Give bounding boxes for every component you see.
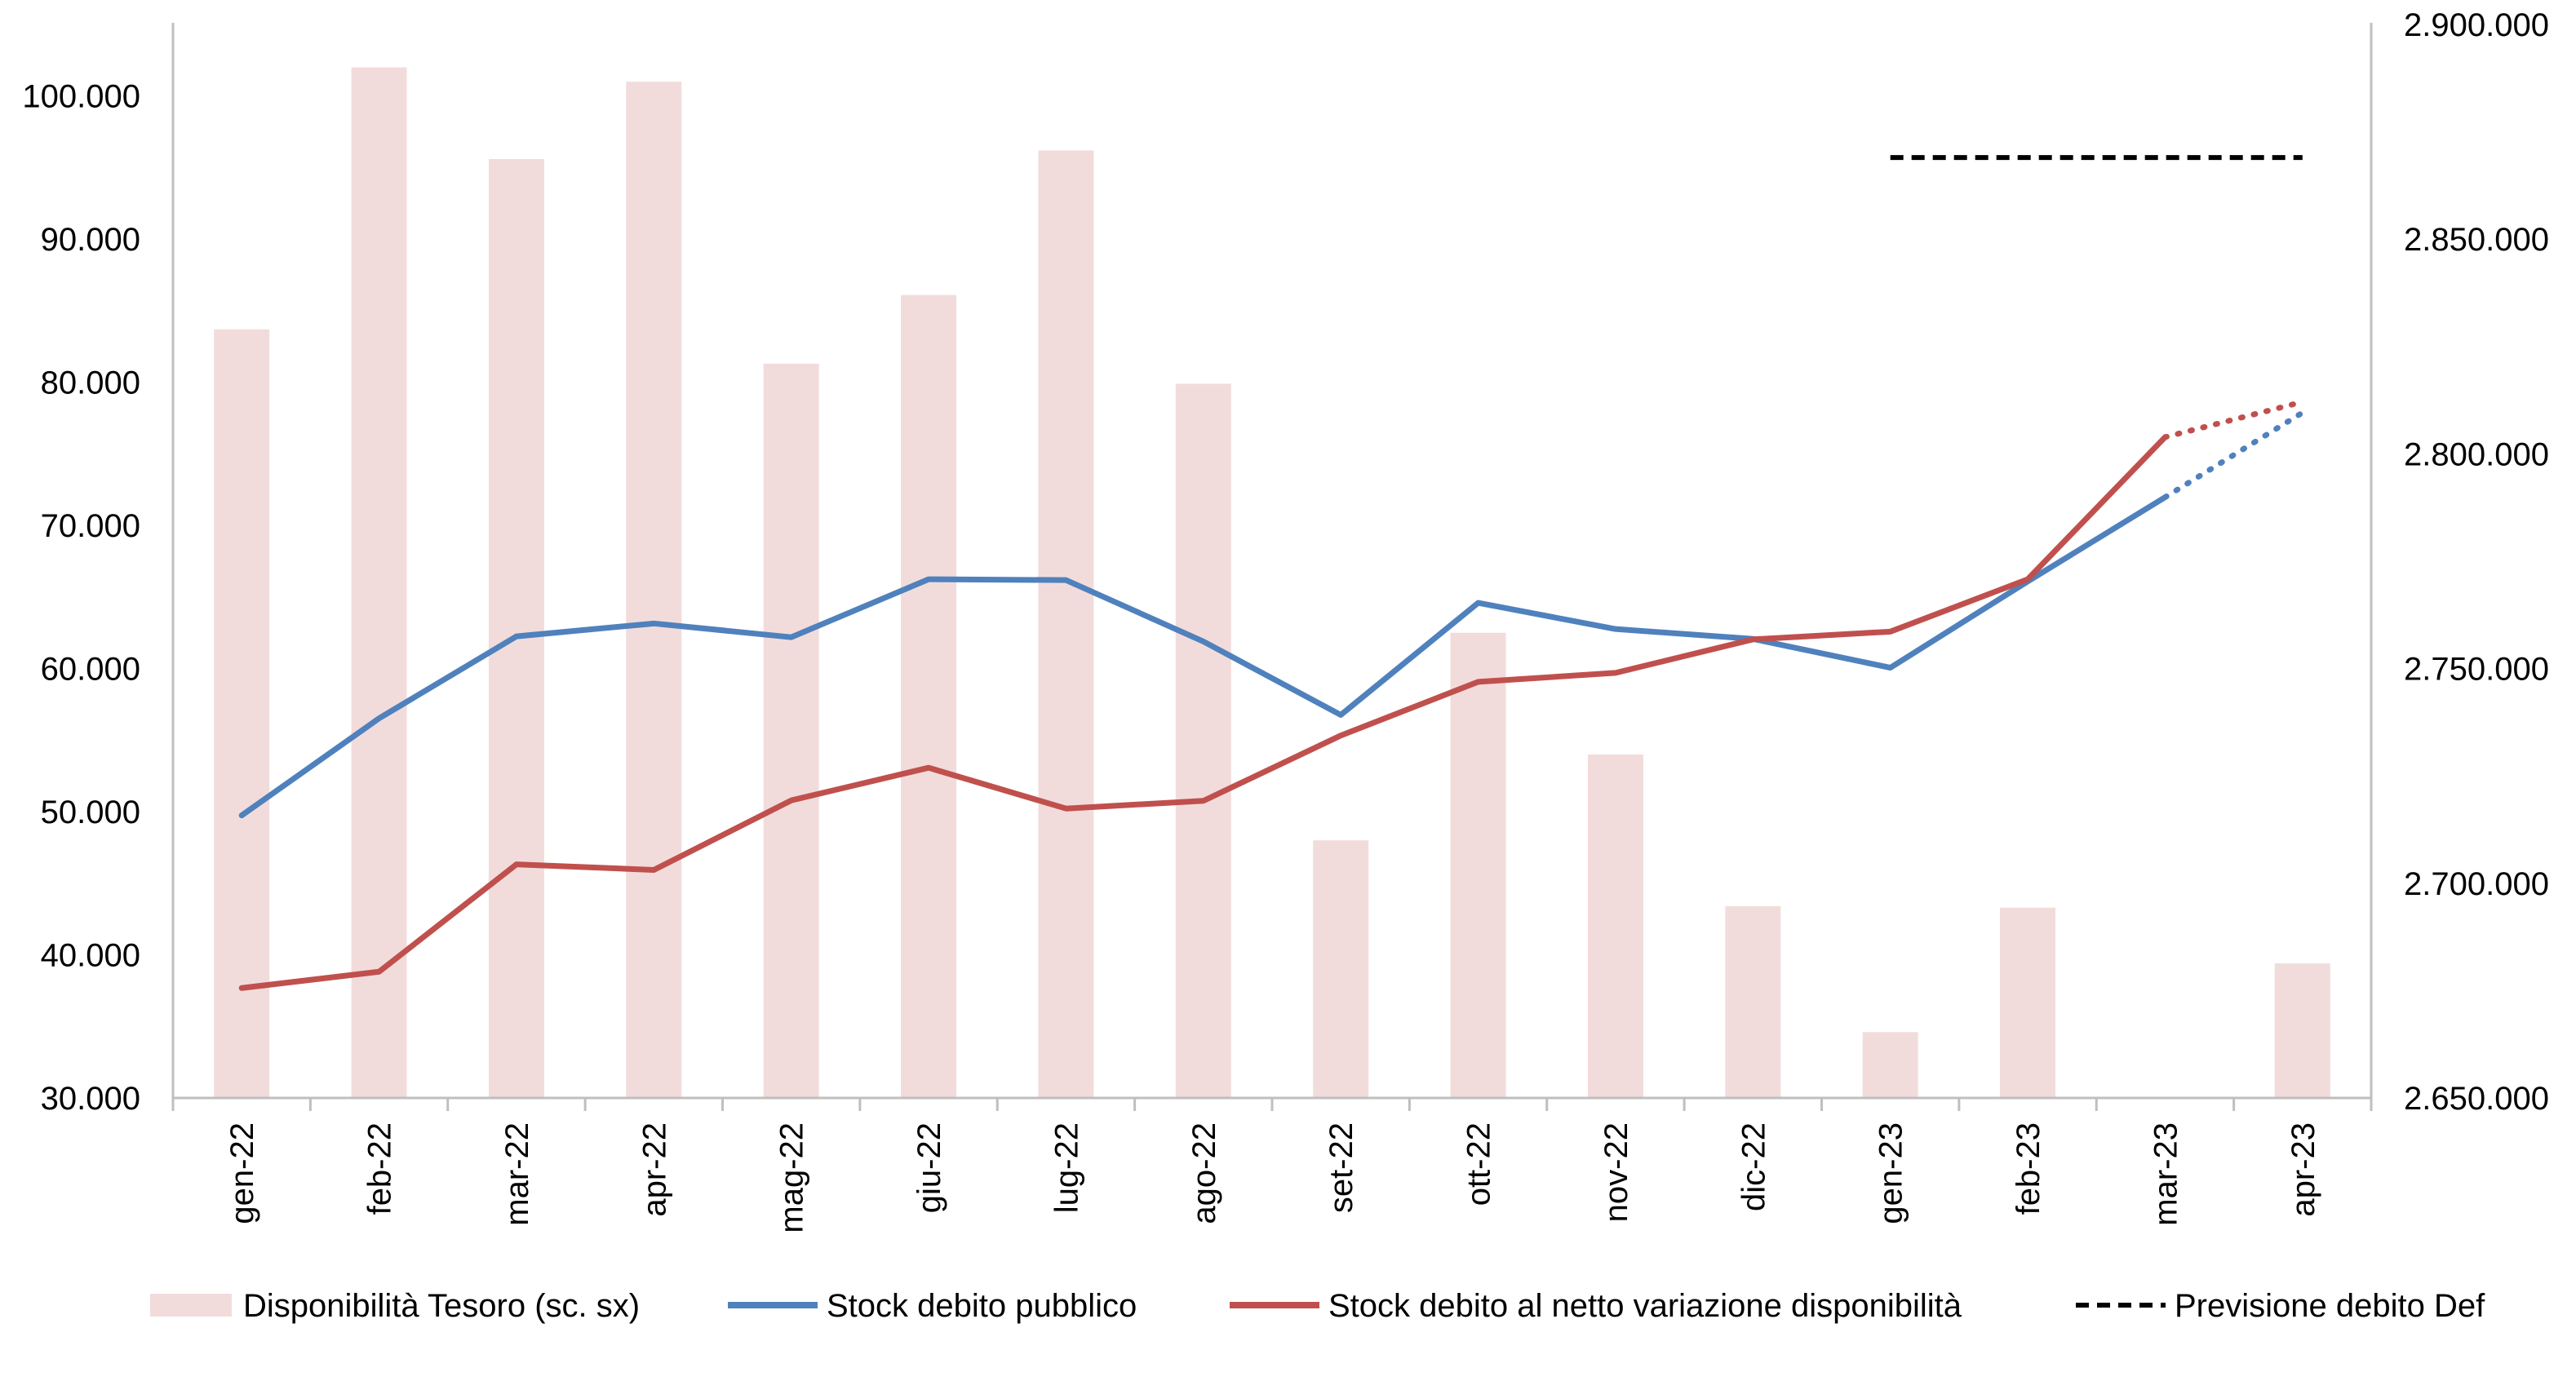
- x-axis-labels: gen-22 feb-22 mar-22 apr-22 mag-22 giu-22 lug-…: [224, 1122, 2321, 1233]
- x-tick-label: ago-22: [1186, 1122, 1222, 1224]
- x-tick-label: mar-22: [499, 1122, 535, 1226]
- bar-feb-22: [351, 67, 407, 1098]
- legend-swatch-bar: [150, 1294, 232, 1317]
- legend-label: Disponibilità Tesoro (sc. sx): [243, 1288, 640, 1324]
- bar-mag-22: [763, 363, 819, 1099]
- y-right-tick-label: 2.650.000: [2404, 1081, 2549, 1117]
- legend-label: Stock debito al netto variazione disponi…: [1328, 1288, 1962, 1324]
- y-left-tick-label: 90.000: [41, 222, 140, 258]
- y-right-tick-label: 2.800.000: [2404, 436, 2549, 472]
- x-tick-label: dic-22: [1736, 1122, 1771, 1211]
- bar-gen-23: [1862, 1032, 1918, 1098]
- x-tick-label: feb-22: [362, 1122, 398, 1215]
- y-left-tick-label: 50.000: [41, 795, 140, 830]
- y-left-tick-label: 80.000: [41, 365, 140, 401]
- x-tick-label: gen-23: [1873, 1122, 1909, 1224]
- legend-label: Previsione debito Def: [2175, 1288, 2485, 1324]
- bar-ago-22: [1175, 383, 1231, 1098]
- x-tick-label: ott-22: [1461, 1122, 1497, 1206]
- x-tick-label: set-22: [1323, 1122, 1359, 1213]
- lines-layer: [238, 155, 2306, 991]
- x-tick-label: lug-22: [1049, 1122, 1084, 1213]
- legend-label: Stock debito pubblico: [827, 1288, 1137, 1324]
- bar-apr-23: [2274, 963, 2330, 1098]
- legend: Disponibilità Tesoro (sc. sx) Stock debit…: [150, 1288, 2485, 1324]
- y-left-axis: 30.000 40.000 50.000 60.000 70.000 80.000 90.0…: [22, 79, 140, 1117]
- y-right-tick-label: 2.850.000: [2404, 222, 2549, 258]
- y-right-tick-label: 2.900.000: [2404, 7, 2549, 43]
- y-right-tick-label: 2.700.000: [2404, 866, 2549, 902]
- series-projection-stock-debito: [2161, 409, 2306, 501]
- bar-gen-22: [214, 329, 270, 1098]
- y-right-tick-label: 2.750.000: [2404, 652, 2549, 688]
- bar-nov-22: [1587, 754, 1643, 1098]
- bar-feb-23: [2000, 907, 2056, 1098]
- series-line-stock-debito: [238, 494, 2168, 819]
- series-line-stock-netto: [238, 434, 2168, 991]
- x-tick-label: apr-22: [636, 1122, 672, 1217]
- series-projection-stock-netto: [2161, 399, 2306, 440]
- y-left-tick-label: 60.000: [41, 652, 140, 688]
- x-tick-label: giu-22: [911, 1122, 947, 1213]
- x-tick-label: mar-23: [2148, 1122, 2184, 1226]
- y-left-tick-label: 100.000: [22, 79, 140, 115]
- y-left-tick-label: 40.000: [41, 938, 140, 974]
- x-tick-label: mag-22: [774, 1122, 810, 1233]
- axes-layer: [171, 23, 2373, 1111]
- y-left-tick-label: 70.000: [41, 508, 140, 544]
- bar-giu-22: [901, 294, 957, 1099]
- bar-lug-22: [1038, 150, 1094, 1099]
- x-tick-label: gen-22: [224, 1122, 260, 1224]
- y-right-axis: 2.650.000 2.700.000 2.750.000 2.800.000 2.85…: [2404, 7, 2549, 1117]
- y-left-tick-label: 30.000: [41, 1081, 140, 1117]
- bar-ott-22: [1450, 632, 1506, 1098]
- bars-layer: [214, 67, 2330, 1099]
- x-tick-label: apr-23: [2286, 1122, 2321, 1217]
- x-tick-label: nov-22: [1598, 1122, 1634, 1222]
- bar-apr-22: [626, 82, 682, 1099]
- bar-set-22: [1313, 840, 1369, 1098]
- bar-dic-22: [1725, 905, 1781, 1098]
- bar-mar-22: [488, 158, 544, 1098]
- x-tick-label: feb-23: [2011, 1122, 2046, 1215]
